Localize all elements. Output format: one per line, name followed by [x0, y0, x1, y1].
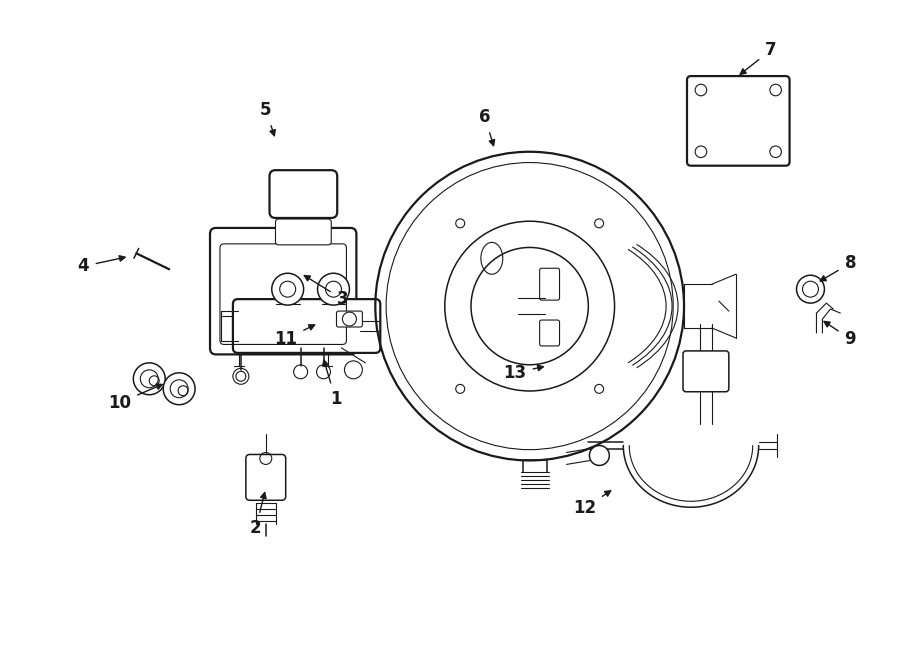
Text: 8: 8	[820, 254, 856, 281]
FancyBboxPatch shape	[269, 170, 338, 218]
FancyBboxPatch shape	[246, 455, 285, 500]
FancyBboxPatch shape	[275, 219, 331, 245]
Text: 5: 5	[260, 101, 275, 136]
Text: 13: 13	[503, 364, 544, 382]
Text: 6: 6	[479, 108, 495, 145]
Circle shape	[272, 273, 303, 305]
Text: 1: 1	[323, 360, 341, 408]
FancyBboxPatch shape	[210, 228, 356, 354]
Circle shape	[796, 275, 824, 303]
FancyBboxPatch shape	[337, 311, 363, 327]
Circle shape	[590, 446, 609, 465]
Text: 9: 9	[824, 321, 856, 348]
Text: 2: 2	[250, 492, 266, 537]
FancyBboxPatch shape	[233, 299, 381, 353]
Text: 11: 11	[274, 325, 315, 348]
Text: 10: 10	[108, 384, 162, 412]
FancyBboxPatch shape	[687, 76, 789, 166]
Circle shape	[163, 373, 195, 405]
Circle shape	[288, 188, 310, 210]
Text: 4: 4	[77, 256, 125, 275]
Circle shape	[133, 363, 166, 395]
Circle shape	[318, 273, 349, 305]
Text: 3: 3	[304, 276, 348, 308]
Text: 7: 7	[740, 41, 777, 75]
FancyBboxPatch shape	[683, 351, 729, 392]
Text: 12: 12	[573, 490, 611, 518]
